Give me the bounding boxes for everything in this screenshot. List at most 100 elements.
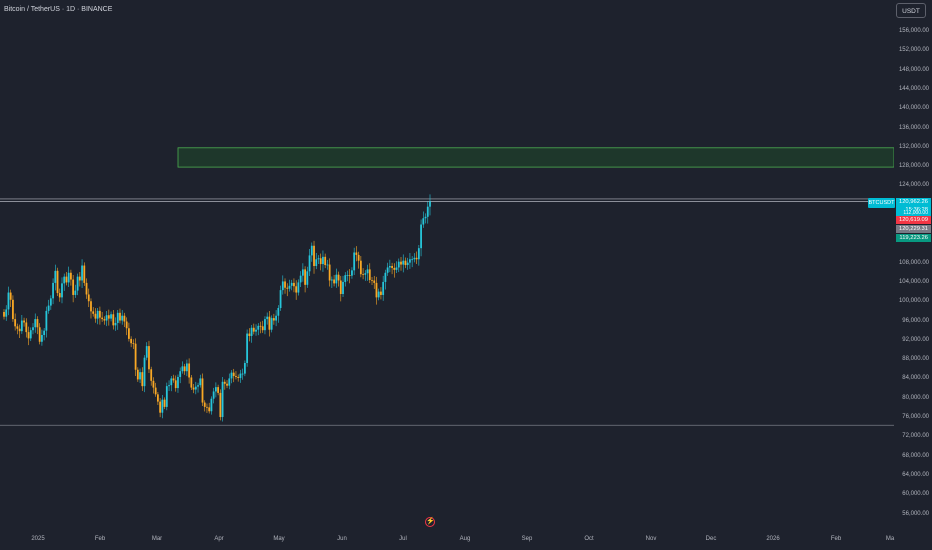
candle [241, 368, 244, 380]
candle [417, 244, 420, 266]
candle [168, 380, 170, 391]
candle [315, 252, 318, 270]
candle [342, 275, 344, 297]
price-tick: 84,000.00 [902, 375, 929, 382]
candle [288, 279, 291, 292]
candle [103, 316, 106, 325]
candle [9, 289, 12, 308]
price-tick: 104,000.00 [898, 278, 929, 285]
time-tick: Mar [151, 536, 163, 542]
candle [293, 278, 295, 293]
candle [286, 283, 289, 297]
time-tick: Dec [705, 536, 717, 542]
symbol-title[interactable]: Bitcoin / TetherUS · 1D · BINANCE [4, 6, 113, 13]
candle [397, 258, 400, 273]
candle [420, 219, 422, 257]
candle [400, 256, 402, 271]
candle [261, 320, 264, 333]
lightning-icon[interactable]: ⚡ [425, 517, 435, 527]
candle [373, 275, 376, 289]
candle [156, 392, 159, 406]
candlestick-chart[interactable] [0, 0, 895, 530]
price-axis[interactable]: 156,000.00 152,000.00 148,000.00 144,000.00… [894, 0, 932, 530]
candle [7, 286, 10, 316]
candle [190, 375, 193, 390]
price-tick: 124,000.00 [898, 182, 929, 189]
candle [377, 288, 380, 301]
candle [364, 270, 367, 281]
candle [272, 313, 275, 325]
candle [404, 257, 407, 269]
price-tick: 92,000.00 [902, 336, 929, 343]
time-tick: Feb [94, 536, 106, 542]
candle [61, 277, 63, 304]
candle [324, 253, 327, 269]
candle [101, 312, 104, 322]
candle [110, 311, 112, 322]
price-tick: 136,000.00 [898, 124, 929, 131]
candle [409, 252, 411, 269]
candle [201, 373, 204, 406]
candle [139, 368, 141, 384]
candle [83, 262, 86, 286]
candle [422, 211, 425, 228]
candle [34, 313, 37, 333]
candle [426, 201, 429, 224]
candle [128, 322, 130, 342]
time-tick: Jul [399, 536, 407, 542]
candle [206, 403, 208, 414]
price-tick: 128,000.00 [898, 163, 929, 170]
candle [295, 280, 298, 300]
candle [148, 340, 150, 374]
candle [130, 336, 133, 348]
candle [232, 368, 235, 383]
candle [105, 311, 108, 327]
candle [32, 323, 34, 335]
candle [132, 339, 135, 349]
time-tick: 2025 [31, 536, 45, 542]
candle [221, 376, 224, 422]
candle [36, 316, 39, 335]
candle [415, 251, 418, 264]
candle [330, 276, 333, 289]
candle [264, 316, 266, 335]
candle [250, 325, 253, 343]
candle [270, 315, 273, 333]
candle [20, 314, 23, 334]
candle [279, 285, 282, 311]
candle [74, 284, 77, 298]
candle [380, 287, 382, 300]
candle [268, 311, 271, 337]
candle [252, 323, 255, 335]
green-price-label: 119,223.26 [896, 234, 931, 242]
candle [107, 309, 110, 326]
currency-button[interactable]: USDT [896, 3, 926, 18]
candle [38, 323, 41, 345]
candle [72, 274, 75, 303]
candle [172, 374, 175, 383]
time-tick: Apr [214, 536, 224, 542]
chart-pane[interactable] [0, 0, 895, 530]
candle [119, 308, 121, 324]
candle [185, 359, 188, 377]
time-axis[interactable] [0, 530, 894, 550]
candle [212, 387, 215, 404]
candle [67, 266, 70, 287]
candle [346, 270, 349, 282]
candle [150, 366, 153, 386]
candle [424, 213, 427, 224]
candle [96, 308, 99, 325]
last-price-label: 120,962.26 [896, 198, 931, 206]
candle [41, 329, 43, 346]
candle [210, 396, 213, 415]
resistance-zone[interactable] [177, 147, 895, 168]
candle [406, 257, 409, 270]
time-tick: Aug [459, 536, 471, 542]
candle [114, 317, 117, 331]
candle [357, 251, 360, 269]
candle [366, 264, 369, 281]
time-tick: Ma [885, 536, 895, 542]
candle [306, 266, 309, 288]
candle [45, 306, 48, 338]
price-tick: 108,000.00 [898, 259, 929, 266]
